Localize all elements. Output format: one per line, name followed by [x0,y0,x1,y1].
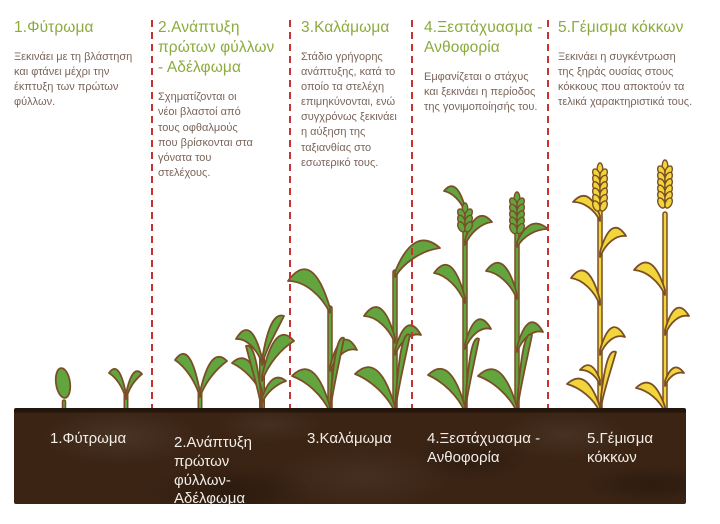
stage-3-title: 3.Καλάμωμα [301,19,390,36]
stage-1-column: 1.Φύτρωμα Ξεκινάει με τη βλάστηση και φτ… [14,18,144,110]
wheat-plant [287,268,358,415]
wheat-plant [54,367,72,415]
stage-divider-3 [411,20,413,504]
stage-divider-2 [289,20,291,504]
stage-2-title: 2.Ανάπτυξη πρώτων φύλλων - Αδέλφωμα [158,19,275,77]
wheat-plant [354,239,441,415]
stage-5-title: 5.Γέμισμα κόκκων [558,19,684,36]
stage-5-description: Ξεκινάει η συγκέντρωση της ξηράς ουσίας … [558,51,693,109]
stage-4-column: 4.Ξεστάχυασμα - Ανθοφορία Εμφανίζεται ο … [424,18,546,115]
stage-3-description: Στάδιο γρήγορης ανάπτυξης, κατά το οποίο… [301,51,397,169]
stage-divider-4 [547,20,549,504]
wheat-plant [231,314,295,415]
soil-label-stage-3: 3.Καλάμωμα [307,430,392,447]
wheat-plant [633,159,690,415]
soil-band: 1.Φύτρωμα 2.Ανάπτυξη πρώτων φύλλων- Αδέλ… [14,408,686,507]
soil-label-stage-5: 5.Γέμισμα κόκκων [587,430,654,466]
stage-4-description: Εμφανίζεται ο στάχυς και ξεκινάει η περί… [424,71,538,114]
stage-3-column: 3.Καλάμωμα Στάδιο γρήγορης ανάπτυξης, κα… [301,18,407,171]
wheat-plant [174,353,228,415]
wheat-plant [427,185,493,415]
stage-2-column: 2.Ανάπτυξη πρώτων φύλλων - Αδέλφωμα Σχημ… [158,18,282,181]
stage-2-description: Σχηματίζονται οι νέοι βλαστοί από τους ο… [158,91,253,179]
soil-label-stage-4: 4.Ξεστάχυασμα - Ανθοφορία [427,430,541,466]
stage-5-column: 5.Γέμισμα κόκκων Ξεκινάει η συγκέντρωση … [558,18,694,110]
soil-label-stage-1: 1.Φύτρωμα [50,430,127,447]
wheat-plant [477,191,549,415]
stage-1-description: Ξεκινάει με τη βλάστηση και φτάνει μέχρι… [14,51,133,109]
stage-divider-1 [151,20,153,504]
stage-1-title: 1.Φύτρωμα [14,19,94,36]
wheat-plant [566,162,627,415]
stage-4-title: 4.Ξεστάχυασμα - Ανθοφορία [424,19,543,57]
soil-label-stage-2: 2.Ανάπτυξη πρώτων φύλλων- Αδέλφωμα [174,434,252,508]
